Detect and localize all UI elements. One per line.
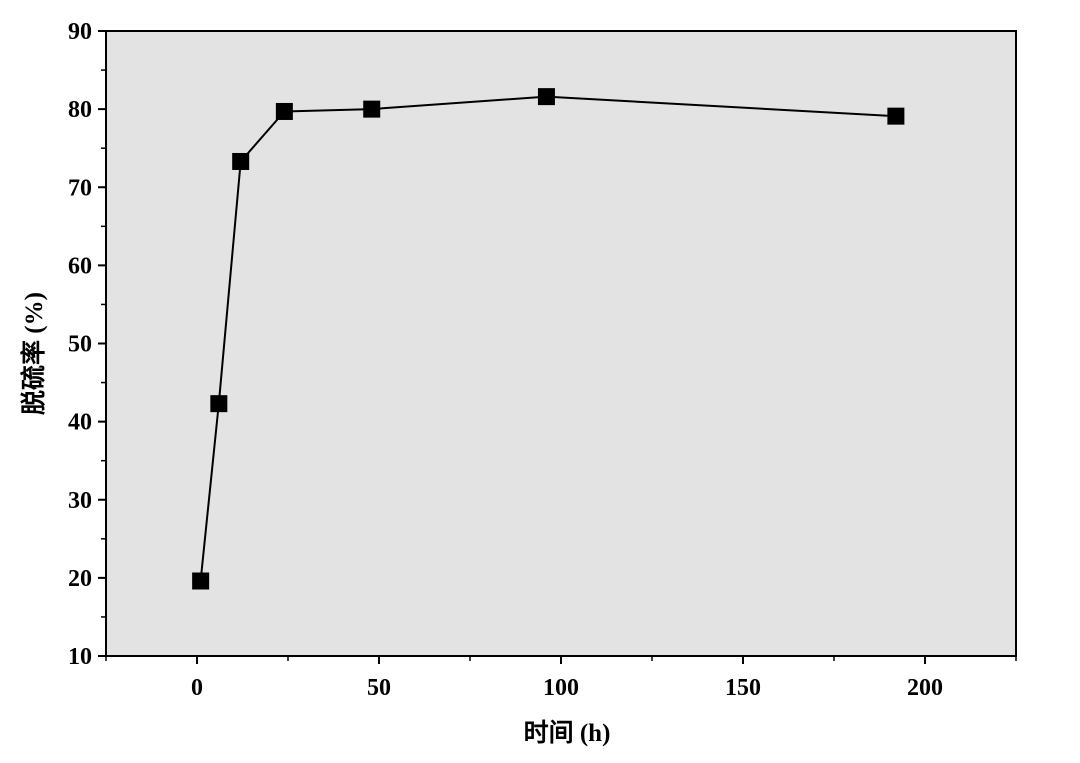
y-tick-label: 50 bbox=[68, 332, 92, 358]
major-ticks bbox=[98, 30, 926, 664]
data-point-marker bbox=[192, 572, 210, 590]
x-tick-label: 100 bbox=[543, 675, 579, 701]
y-tick-label: 40 bbox=[68, 410, 92, 436]
y-tick-label: 70 bbox=[68, 175, 92, 201]
x-tick-label: 150 bbox=[725, 675, 761, 701]
data-point-marker bbox=[887, 107, 905, 125]
x-tick-label: 50 bbox=[367, 675, 391, 701]
tick-labels: 0 50 100 150 200 10 20 30 40 50 60 70 80 90 bbox=[68, 19, 943, 701]
x-tick-label: 200 bbox=[907, 675, 943, 701]
y-tick-label: 30 bbox=[68, 488, 92, 514]
y-axis-title: 脱硫率 (%) bbox=[19, 292, 48, 415]
y-tick-label: 90 bbox=[68, 19, 92, 45]
series-layer bbox=[192, 88, 905, 590]
data-point-marker bbox=[537, 88, 555, 106]
y-tick-label: 60 bbox=[68, 253, 92, 279]
data-point-marker bbox=[210, 395, 228, 413]
x-axis-title: 时间 (h) bbox=[524, 719, 611, 747]
y-tick-label: 10 bbox=[68, 644, 92, 670]
y-tick-label: 80 bbox=[68, 97, 92, 123]
data-point-marker bbox=[232, 152, 250, 170]
plot-frame bbox=[105, 30, 1017, 657]
y-tick-label: 20 bbox=[68, 566, 92, 592]
data-point-marker bbox=[363, 100, 381, 118]
x-tick-label: 0 bbox=[191, 675, 203, 701]
data-point-marker bbox=[275, 102, 293, 120]
plot-area bbox=[106, 31, 1016, 656]
